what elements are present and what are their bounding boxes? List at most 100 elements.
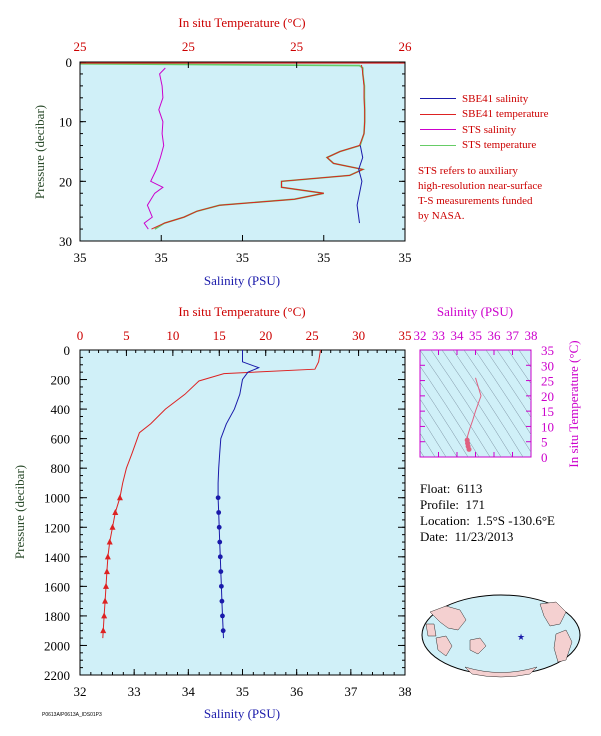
- legend-entry: STS salinity: [420, 122, 548, 138]
- full-profile-y-tick-label: 1400: [44, 550, 70, 565]
- salinity-marker: [218, 569, 224, 574]
- ts-diagram-series: [464, 377, 482, 452]
- salinity-marker: [220, 628, 226, 634]
- near-surface-plot-area: [79, 61, 406, 242]
- temperature-marker: [116, 494, 123, 501]
- full-profile-y-tick-label: 1800: [44, 609, 70, 624]
- full-profile-bottom-tick-label: 37: [344, 684, 358, 699]
- profile-row: Profile: 171: [420, 497, 555, 513]
- ts-top-tick-label: 37: [506, 328, 520, 343]
- note-line: T-S measurements funded: [418, 195, 533, 207]
- ts-top-tick-label: 38: [525, 328, 538, 343]
- full-profile-top-axis-label: In situ Temperature (°C): [178, 304, 305, 319]
- float-label: Float:: [420, 481, 451, 496]
- full-profile-series: [100, 349, 321, 639]
- full-profile-bottom-tick-label: 32: [74, 684, 87, 699]
- temperature-marker: [106, 538, 113, 545]
- salinity-marker: [220, 613, 225, 619]
- density-contour: [420, 350, 491, 457]
- density-contour: [485, 350, 531, 418]
- full-profile-top-tick-label: 30: [352, 328, 365, 343]
- ts-top-tick-label: 32: [414, 328, 427, 343]
- note-line: by NASA.: [418, 210, 465, 222]
- near-surface-y-tick-label: 10: [59, 115, 72, 130]
- full-profile-top-tick-label: 20: [259, 328, 272, 343]
- ts-right-tick-label: 10: [541, 419, 554, 434]
- full-profile-y-tick-label: 1200: [44, 520, 70, 535]
- float-id-row: Float: 6113: [420, 481, 555, 497]
- ts-right-tick-label: 5: [541, 435, 548, 450]
- ts-right-tick-label: 15: [541, 404, 554, 419]
- temperature-marker: [109, 523, 116, 530]
- temperature-marker: [104, 553, 111, 560]
- ts-top-tick-label: 33: [432, 328, 445, 343]
- salinity-marker: [219, 598, 225, 604]
- legend-entry: SBE41 temperature: [420, 107, 548, 123]
- legend-label: SBE41 salinity: [462, 92, 529, 105]
- profile-value: 171: [465, 497, 486, 512]
- ts-deep-marker: [464, 437, 470, 443]
- temperature-marker: [103, 582, 109, 589]
- near-surface-bottom-tick-label: 35: [74, 250, 87, 265]
- salinity-marker: [217, 539, 223, 545]
- near-surface-panel: 0 10 20 30 25 25 25 26 35 35 35 35 35 In situ Temper…: [32, 15, 412, 288]
- legend-label: STS salinity: [462, 123, 517, 136]
- full-profile-line-temperature: [102, 349, 321, 639]
- full-profile-bottom-tick-label: 35: [236, 684, 249, 699]
- density-contour: [507, 350, 531, 385]
- full-profile-bottom-tick-label: 33: [128, 684, 141, 699]
- profile-label: Profile:: [420, 497, 459, 512]
- ts-diagram-plot-area: [419, 349, 532, 458]
- near-surface-bottom-tick-label: 35: [399, 250, 412, 265]
- density-contour: [452, 350, 524, 457]
- near-surface-y-tick-label: 0: [66, 55, 73, 70]
- density-contour: [518, 350, 531, 368]
- ts-right-tick-label: 30: [541, 358, 554, 373]
- ts-diagram-top-axis-label: Salinity (PSU): [437, 304, 513, 319]
- full-profile-y-tick-label: 0: [64, 343, 71, 358]
- note-line: high-resolution near-surface: [418, 180, 543, 192]
- near-surface-bottom-tick-label: 35: [155, 250, 168, 265]
- near-surface-bottom-axis-label: Salinity (PSU): [204, 273, 280, 288]
- full-profile-top-tick-label: 25: [306, 328, 319, 343]
- full-profile-line-salinity: [217, 350, 261, 639]
- ts-top-tick-label: 34: [451, 328, 465, 343]
- full-profile-panel: 0200400600800100012001400160018002000220…: [12, 304, 412, 721]
- date-row: Date: 11/23/2013: [420, 529, 555, 545]
- temperature-marker: [102, 597, 109, 604]
- near-surface-y-tick-label: 20: [59, 174, 72, 189]
- full-profile-top-tick-label: 15: [213, 328, 226, 343]
- full-profile-axes: 0200400600800100012001400160018002000220…: [44, 328, 412, 699]
- full-profile-y-tick-label: 200: [51, 373, 71, 388]
- note-line: STS refers to auxiliary: [418, 165, 518, 177]
- near-surface-bottom-tick-label: 35: [317, 250, 330, 265]
- legend-entry: STS temperature: [420, 138, 548, 154]
- float-location-marker: ★: [517, 632, 525, 642]
- legend-label: STS temperature: [462, 139, 537, 152]
- map-land: [425, 601, 573, 678]
- full-profile-bottom-tick-label: 36: [290, 684, 304, 699]
- temperature-marker: [112, 509, 119, 515]
- near-surface-top-tick-label: 25: [182, 39, 195, 54]
- near-surface-y-tick-label: 30: [59, 234, 72, 249]
- density-contour: [420, 381, 469, 457]
- full-profile-y-axis-label: Pressure (decibar): [12, 465, 27, 559]
- ts-diagram-right-axis-label: In situ Temperature (°C): [566, 340, 581, 467]
- full-profile-top-tick-label: 0: [77, 328, 84, 343]
- ts-top-tick-label: 36: [488, 328, 502, 343]
- ts-right-tick-label: 20: [541, 389, 554, 404]
- ts-right-tick-label: 0: [541, 450, 548, 465]
- ts-density-contours: [420, 350, 531, 457]
- near-surface-top-axis-label: In situ Temperature (°C): [178, 15, 305, 30]
- float-value: 6113: [456, 481, 483, 496]
- full-profile-y-tick-label: 1600: [44, 579, 70, 594]
- salinity-marker: [217, 554, 223, 560]
- full-profile-y-tick-label: 2000: [44, 638, 70, 653]
- near-surface-series: [79, 62, 405, 230]
- temperature-marker: [103, 568, 110, 575]
- near-surface-top-tick-label: 25: [74, 39, 87, 54]
- density-contour: [420, 398, 458, 457]
- salinity-marker: [216, 524, 222, 530]
- near-surface-bottom-tick-label: 35: [236, 250, 249, 265]
